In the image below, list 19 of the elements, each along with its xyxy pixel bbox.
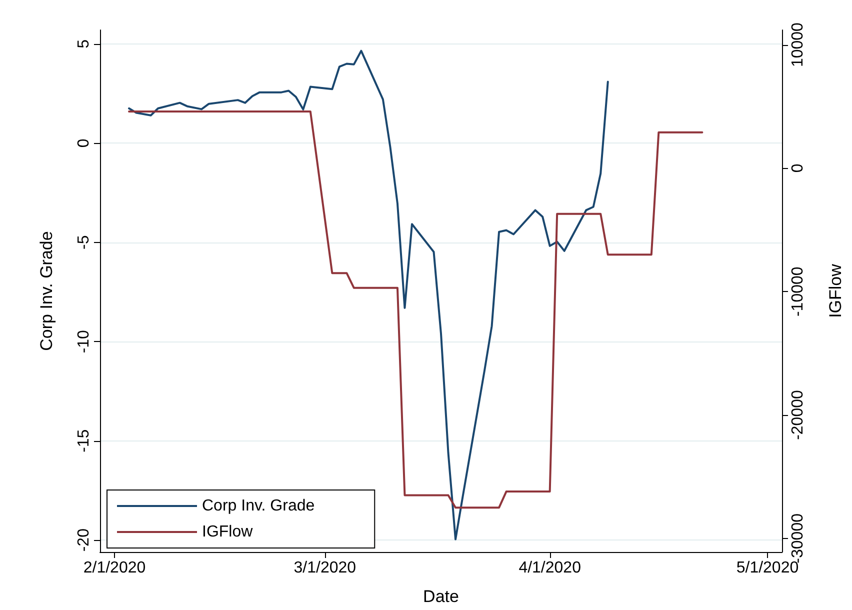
x-axis-title: Date [423,587,459,606]
legend-label: IGFlow [202,524,254,540]
y-axis-title: Corp Inv. Grade [37,231,56,351]
x-tick-label: 3/1/2020 [294,560,356,576]
y-tick-label: -15 [76,429,92,452]
legend-label: Corp Inv. Grade [202,498,315,514]
y2-tick-label: -20000 [790,390,806,440]
y-tick-label: 0 [76,138,92,148]
x-tick-label: 2/1/2020 [83,560,146,576]
y-tick-label: -20 [76,528,92,552]
y2-axis-title: IGFlow [826,263,845,318]
y2-tick-label: -10000 [790,266,806,317]
line-series [128,50,609,540]
y-tick-label: -5 [76,235,92,250]
y-tick-label: 5 [76,39,92,48]
x-tick-label: 4/1/2020 [518,560,582,576]
y2-tick-label: 0 [790,164,806,173]
y-tick-label: -10 [76,330,92,354]
y2-tick-label: 10000 [790,22,806,68]
